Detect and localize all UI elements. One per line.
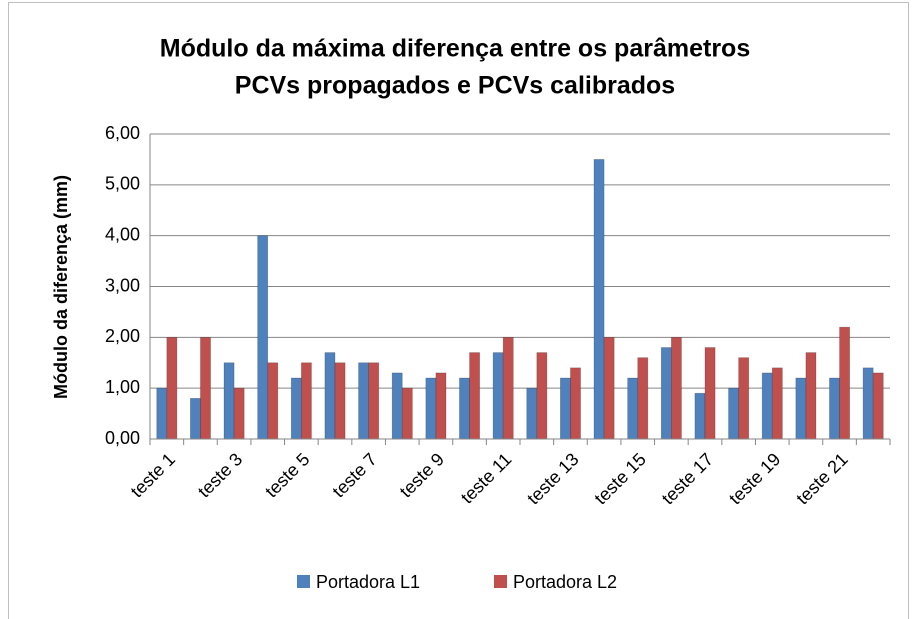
bar bbox=[872, 372, 884, 440]
bar bbox=[560, 377, 571, 440]
bar bbox=[761, 372, 773, 440]
chart-frame bbox=[8, 2, 909, 619]
bar bbox=[502, 336, 514, 440]
bar bbox=[671, 336, 682, 440]
legend-label: Portadora L1 bbox=[316, 572, 420, 592]
bar bbox=[166, 336, 178, 440]
bar bbox=[290, 377, 302, 440]
y-tick-label: 2,00 bbox=[105, 326, 140, 346]
bar bbox=[637, 357, 649, 440]
y-axis-label: Módulo da diferença (mm) bbox=[51, 175, 71, 399]
bar bbox=[492, 352, 504, 440]
bar bbox=[190, 397, 201, 440]
bar bbox=[368, 362, 380, 440]
chart-title: PCVs propagados e PCVs calibrados bbox=[235, 72, 675, 100]
bar bbox=[469, 352, 480, 440]
bar bbox=[391, 372, 403, 440]
bar bbox=[435, 372, 447, 440]
y-tick-label: 1,00 bbox=[105, 377, 140, 397]
bar bbox=[334, 362, 346, 440]
y-tick-label: 5,00 bbox=[105, 174, 140, 194]
bar bbox=[805, 352, 817, 440]
bar bbox=[257, 235, 269, 440]
legend-label: Portadora L2 bbox=[513, 572, 617, 592]
bar bbox=[839, 326, 850, 440]
bar bbox=[603, 336, 615, 440]
bar bbox=[200, 336, 211, 440]
bar bbox=[536, 352, 548, 440]
bar bbox=[233, 387, 245, 440]
bar bbox=[223, 362, 235, 440]
bar bbox=[694, 392, 706, 440]
bar bbox=[267, 362, 279, 440]
bar bbox=[324, 352, 336, 440]
y-tick-label: 4,00 bbox=[105, 224, 140, 244]
legend-swatch bbox=[494, 575, 507, 588]
bar bbox=[728, 387, 739, 440]
bar bbox=[593, 159, 605, 440]
bar bbox=[829, 377, 840, 440]
chart-title: Módulo da máxima diferença entre os parâ… bbox=[160, 35, 750, 63]
bar bbox=[459, 377, 470, 440]
bar bbox=[738, 357, 750, 440]
bar bbox=[358, 362, 369, 440]
y-tick-label: 6,00 bbox=[105, 123, 140, 143]
y-tick-label: 3,00 bbox=[105, 275, 140, 295]
bar bbox=[570, 367, 581, 440]
bar bbox=[660, 347, 672, 440]
bar bbox=[704, 347, 716, 440]
bar bbox=[862, 367, 874, 440]
bar bbox=[401, 387, 413, 440]
legend-swatch bbox=[297, 575, 310, 588]
y-tick-label: 0,00 bbox=[105, 428, 140, 448]
bar bbox=[627, 377, 639, 440]
bar bbox=[301, 362, 312, 440]
bar bbox=[795, 377, 807, 440]
bar bbox=[526, 387, 538, 440]
bar bbox=[156, 387, 168, 440]
bar bbox=[425, 377, 437, 440]
bar bbox=[771, 367, 783, 440]
